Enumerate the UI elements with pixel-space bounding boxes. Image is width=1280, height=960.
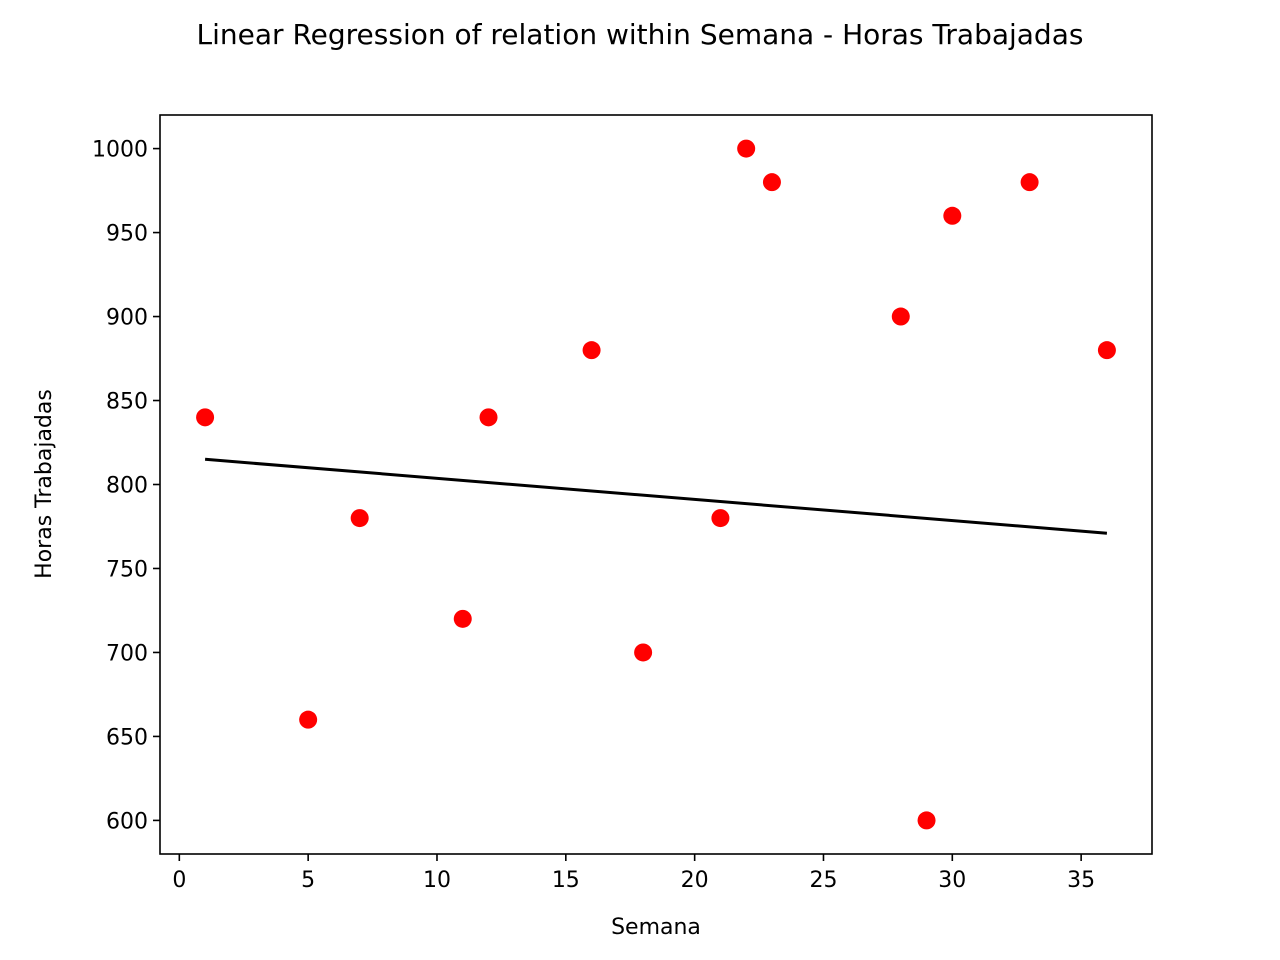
x-tick-label: 30 <box>938 868 966 893</box>
y-tick-label: 750 <box>106 557 148 582</box>
plot-frame <box>159 114 1153 855</box>
y-tick-label: 950 <box>106 222 148 247</box>
x-axis: 0 5 10 15 20 25 30 35 <box>172 854 1095 893</box>
regression-layer <box>204 457 1108 535</box>
chart-title: Linear Regression of relation within Sem… <box>197 18 1084 51</box>
data-point <box>350 509 369 528</box>
regression-line <box>204 457 1108 535</box>
data-point <box>917 811 936 830</box>
plot-area <box>160 115 1152 854</box>
x-tick-label: 20 <box>681 868 709 893</box>
data-point <box>196 408 215 427</box>
x-tick-label: 5 <box>301 868 315 893</box>
data-point <box>1097 341 1116 360</box>
y-tick-label: 700 <box>106 641 148 666</box>
y-tick-label: 600 <box>106 809 148 834</box>
x-tick-label: 0 <box>172 868 186 893</box>
data-point <box>453 609 472 628</box>
data-point <box>299 710 318 729</box>
y-tick-label: 1000 <box>92 138 148 163</box>
x-axis-label: Semana <box>611 915 701 940</box>
data-point <box>634 643 653 662</box>
data-point <box>943 206 962 225</box>
y-tick-label: 650 <box>106 725 148 750</box>
data-point <box>582 341 601 360</box>
data-point <box>891 307 910 326</box>
data-point <box>737 139 756 158</box>
y-axis: 600 650 700 750 800 850 900 950 1000 <box>92 138 160 834</box>
x-tick-label: 15 <box>552 868 580 893</box>
y-axis-label: Horas Trabajadas <box>32 389 57 579</box>
y-tick-label: 800 <box>106 474 148 499</box>
data-point <box>762 173 781 192</box>
x-tick-label: 25 <box>809 868 837 893</box>
data-point <box>711 509 730 528</box>
x-tick-label: 35 <box>1067 868 1095 893</box>
y-tick-label: 900 <box>106 306 148 331</box>
data-point <box>1020 173 1039 192</box>
x-tick-label: 10 <box>423 868 451 893</box>
data-point <box>479 408 498 427</box>
points-layer <box>196 139 1116 830</box>
y-tick-label: 850 <box>106 390 148 415</box>
